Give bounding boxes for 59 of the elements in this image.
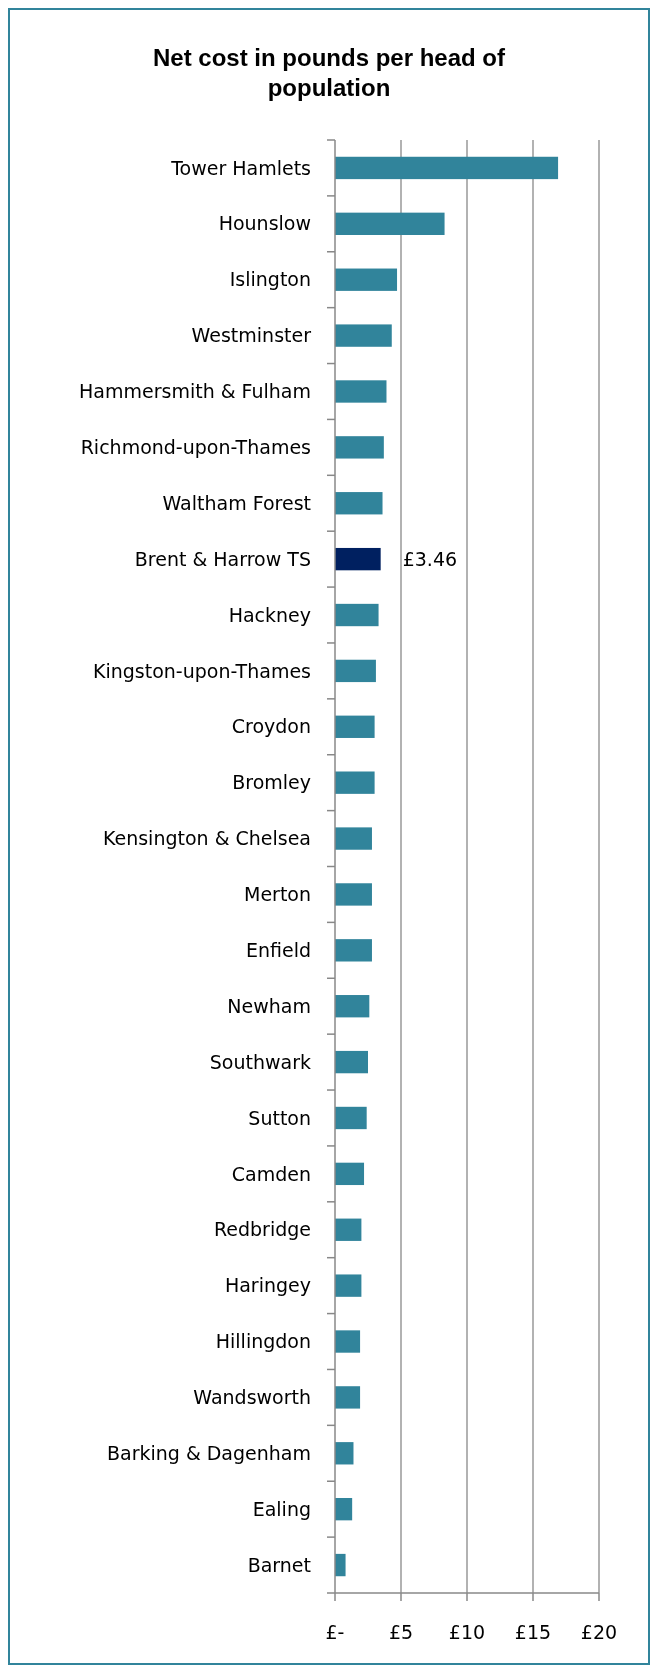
bar bbox=[335, 436, 384, 459]
bar bbox=[335, 156, 559, 180]
y-tick-label: Kingston-upon-Thames bbox=[93, 659, 311, 682]
y-tick-label: Islington bbox=[229, 268, 311, 291]
bar bbox=[335, 324, 392, 347]
x-tick-label: £5 bbox=[388, 1621, 414, 1643]
y-tick-label: Hackney bbox=[228, 603, 311, 626]
y-tick-label: Newham bbox=[227, 994, 311, 1017]
bar bbox=[335, 771, 375, 794]
chart-title: Net cost in pounds per head of population bbox=[152, 44, 507, 101]
bar bbox=[335, 827, 372, 850]
y-tick-label: Southwark bbox=[209, 1050, 311, 1073]
bar bbox=[335, 1442, 354, 1465]
x-tick-label: £15 bbox=[514, 1621, 552, 1643]
bar bbox=[335, 1386, 361, 1409]
bar bbox=[335, 939, 372, 962]
y-tick-label: Redbridge bbox=[213, 1218, 311, 1241]
y-tick-label: Barking & Dagenham bbox=[106, 1441, 311, 1464]
bar bbox=[335, 1050, 368, 1074]
y-tick-label: Enfield bbox=[245, 938, 311, 961]
bar bbox=[335, 547, 381, 571]
y-tick-label: Kensington & Chelsea bbox=[102, 827, 311, 850]
y-tick-label: Haringey bbox=[224, 1274, 311, 1297]
bar bbox=[335, 603, 379, 627]
y-tick-label: Ealing bbox=[252, 1497, 311, 1520]
y-tick-label: Richmond-upon-Thames bbox=[80, 436, 311, 459]
bar bbox=[335, 268, 398, 291]
y-tick-label: Merton bbox=[243, 883, 311, 906]
y-tick-label: Barnet bbox=[247, 1553, 311, 1576]
bar bbox=[335, 1330, 361, 1353]
y-tick-label: Hillingdon bbox=[215, 1330, 311, 1353]
y-tick-label: Croydon bbox=[231, 715, 311, 738]
x-tick-label: £- bbox=[325, 1621, 345, 1643]
bar bbox=[335, 883, 372, 906]
bar bbox=[335, 1498, 353, 1521]
bar bbox=[335, 380, 387, 403]
bar bbox=[335, 1106, 367, 1130]
y-tick-label: Waltham Forest bbox=[162, 491, 311, 514]
bar bbox=[335, 995, 370, 1018]
x-tick-label: £10 bbox=[448, 1621, 486, 1643]
data-label: £3.46 bbox=[402, 547, 458, 570]
bar bbox=[335, 492, 383, 515]
y-tick-label: Camden bbox=[231, 1162, 311, 1185]
y-tick-label: Sutton bbox=[248, 1106, 311, 1129]
y-tick-label: Wandsworth bbox=[193, 1386, 311, 1409]
y-tick-label: Hounslow bbox=[218, 212, 311, 235]
y-tick-label: Hammersmith & Fulham bbox=[79, 380, 311, 403]
x-tick-label: £20 bbox=[580, 1621, 618, 1643]
bar bbox=[335, 212, 445, 235]
bar bbox=[335, 1274, 362, 1297]
y-tick-label: Brent & Harrow TS bbox=[134, 547, 311, 570]
bar bbox=[335, 1162, 365, 1186]
bar bbox=[335, 659, 376, 683]
bar bbox=[335, 1218, 362, 1241]
y-tick-label: Westminster bbox=[191, 324, 312, 347]
y-tick-label: Bromley bbox=[232, 771, 311, 794]
bar bbox=[335, 715, 375, 738]
bar bbox=[335, 1553, 346, 1577]
y-tick-label: Tower Hamlets bbox=[170, 156, 311, 179]
